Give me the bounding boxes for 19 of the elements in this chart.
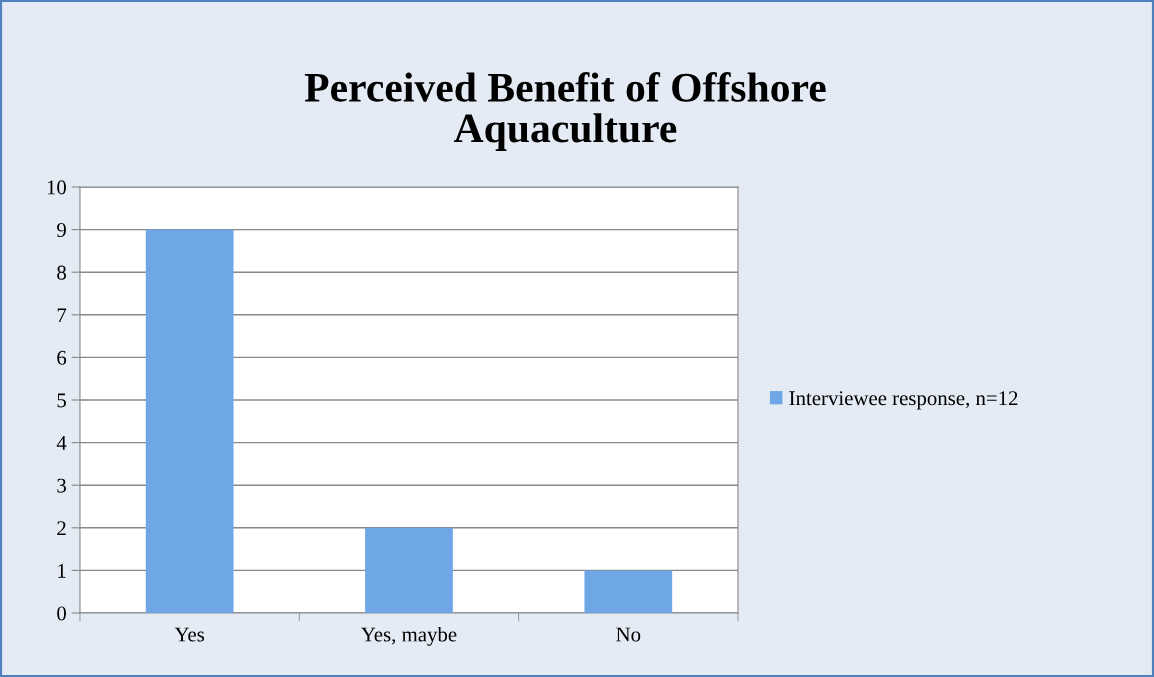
y-tick-label: 5: [57, 393, 66, 408]
y-tick-label: 1: [58, 563, 66, 578]
y-tick-label: 4: [56, 436, 67, 450]
bar: [145, 229, 234, 614]
x-tick-label: Yes: [174, 627, 205, 642]
y-tick-label: 7: [57, 308, 67, 323]
legend-label: Interviewee response, n=12: [789, 391, 1018, 410]
y-tick-label: 6: [57, 350, 67, 365]
bar: [584, 570, 673, 614]
y-tick-label: 9: [57, 223, 66, 238]
y-tick-label: 10: [47, 180, 66, 195]
y-tick-label: 2: [57, 521, 66, 536]
y-tick-label: 8: [57, 265, 66, 280]
y-tick-label: 3: [57, 478, 66, 493]
bar: [365, 527, 453, 614]
x-tick-label: Yes, maybe: [361, 626, 457, 646]
chart-title: Perceived Benefit of Offshore Aquaculture: [304, 72, 826, 151]
x-tick-label: No: [616, 627, 641, 642]
y-tick-label: 0: [57, 606, 66, 621]
